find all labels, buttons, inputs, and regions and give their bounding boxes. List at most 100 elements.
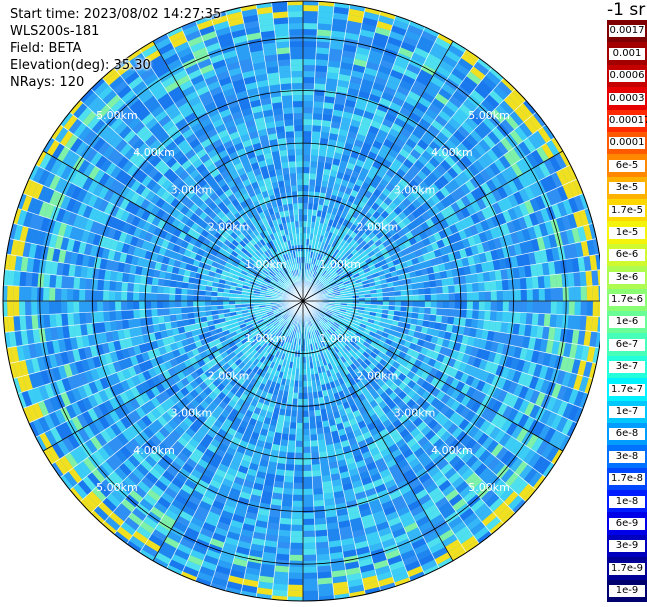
range-gate	[98, 389, 109, 403]
range-gate	[431, 422, 443, 434]
range-gate	[447, 72, 463, 86]
range-gate	[417, 154, 429, 166]
range-gate	[46, 446, 60, 463]
range-gate	[116, 156, 129, 170]
range-gate	[339, 531, 354, 540]
range-gate	[328, 356, 334, 364]
range-gate	[430, 241, 440, 251]
range-gate	[279, 517, 292, 525]
range-gate	[123, 328, 131, 339]
range-gate	[395, 438, 407, 449]
range-gate	[222, 231, 231, 240]
range-gate	[277, 457, 287, 465]
range-gate	[289, 554, 303, 561]
range-gate	[292, 494, 303, 501]
range-gate	[223, 250, 231, 258]
range-gate	[370, 327, 378, 334]
range-gate	[557, 185, 569, 202]
range-gate	[206, 315, 213, 322]
range-gate	[351, 258, 358, 265]
range-gate	[387, 310, 395, 316]
range-gate	[275, 553, 290, 561]
range-gate	[413, 359, 423, 368]
range-gate	[255, 420, 264, 429]
range-gate	[28, 421, 40, 438]
range-gate	[361, 181, 370, 191]
range-gate	[447, 167, 459, 179]
range-gate	[391, 275, 399, 282]
range-gate	[133, 246, 142, 257]
range-gate	[538, 222, 549, 237]
range-gate	[495, 172, 508, 186]
range-gate	[241, 485, 253, 495]
range-gate	[422, 237, 431, 247]
range-gate	[54, 409, 66, 425]
range-gate	[435, 279, 443, 287]
range-gate	[362, 254, 371, 261]
range-gate	[228, 341, 236, 348]
range-gate	[308, 404, 315, 411]
range-gate	[439, 346, 448, 356]
range-gate	[241, 294, 248, 299]
range-gate	[469, 413, 481, 426]
range-gate	[278, 290, 285, 294]
range-gate	[242, 454, 253, 463]
range-gate	[425, 197, 436, 209]
range-gate	[322, 317, 328, 323]
range-gate	[416, 421, 428, 432]
range-gate	[248, 370, 257, 379]
range-gate	[266, 275, 273, 281]
range-gate	[392, 419, 403, 429]
range-gate	[413, 234, 423, 243]
range-gate	[563, 342, 572, 358]
range-gate	[501, 279, 509, 291]
range-gate	[598, 285, 600, 301]
range-gate	[311, 318, 315, 325]
range-gate	[280, 326, 286, 333]
range-gate	[154, 261, 162, 271]
range-gate	[237, 377, 246, 386]
range-gate	[119, 338, 128, 350]
range-gate	[334, 496, 346, 505]
range-gate	[332, 312, 339, 317]
range-gate	[110, 489, 125, 504]
range-gate	[379, 358, 388, 367]
range-gate	[455, 380, 466, 392]
range-gate	[432, 454, 445, 466]
range-gate	[263, 336, 270, 343]
range-gate	[51, 220, 62, 236]
range-gate	[150, 506, 165, 520]
range-gate	[233, 373, 242, 382]
range-gate	[235, 341, 244, 348]
range-gate	[308, 191, 315, 198]
range-gate	[373, 418, 383, 428]
range-gate	[188, 318, 196, 326]
range-gate	[65, 389, 77, 405]
range-gate	[472, 429, 485, 442]
range-gate	[156, 338, 165, 348]
range-gate	[566, 421, 578, 438]
range-gate	[303, 89, 315, 96]
range-gate	[140, 459, 154, 472]
range-gate	[399, 484, 412, 496]
range-gate	[422, 340, 431, 349]
range-gate	[93, 379, 104, 393]
range-gate	[383, 505, 397, 516]
range-gate	[412, 107, 425, 119]
range-gate	[223, 304, 230, 310]
range-gate	[57, 146, 70, 162]
range-gate	[121, 301, 128, 311]
range-gate	[573, 179, 584, 195]
range-gate	[370, 413, 380, 423]
range-gate	[124, 201, 135, 213]
range-gate	[57, 222, 68, 237]
range-gate	[82, 457, 97, 473]
range-gate	[256, 316, 263, 322]
range-gate	[110, 98, 125, 113]
range-gate	[233, 476, 245, 486]
range-gate	[336, 259, 343, 266]
range-gate	[424, 259, 433, 268]
range-gate	[121, 368, 132, 380]
range-gate	[236, 425, 247, 435]
range-gate	[97, 301, 104, 312]
